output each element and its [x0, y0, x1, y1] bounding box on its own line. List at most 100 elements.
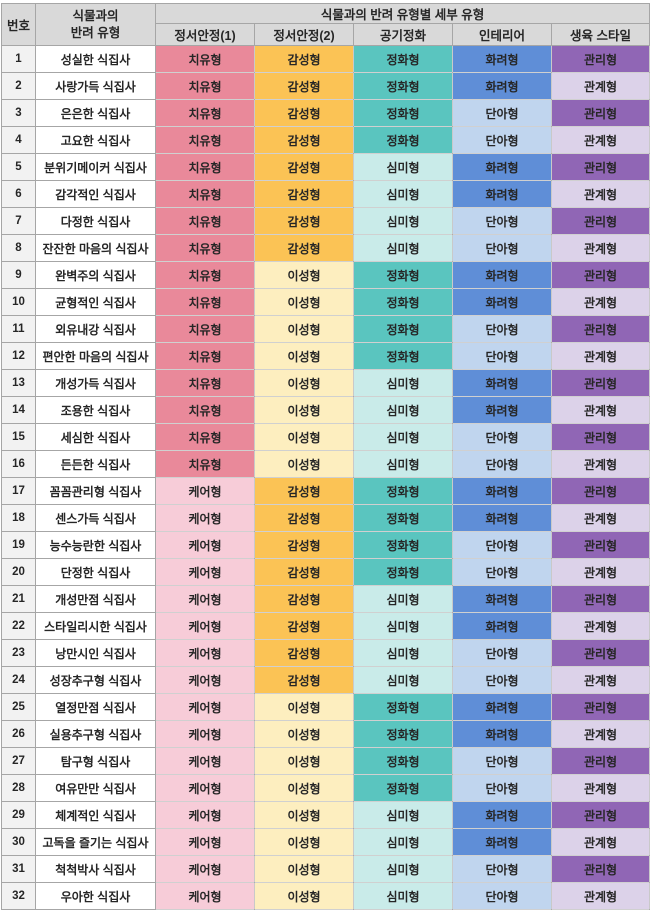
detail-type-cell: 심미형	[353, 234, 453, 262]
row-number-cell: 22	[1, 612, 36, 640]
detail-type-cell: 감성형	[254, 72, 354, 100]
detail-type-cell: 감성형	[254, 234, 354, 262]
header-companion-type: 식물과의 반려 유형	[35, 3, 156, 46]
table-row: 13 개성가득 식집사 치유형 이성형 심미형 화려형 관리형	[1, 369, 650, 397]
detail-type-cell: 감성형	[254, 612, 354, 640]
detail-type-cell: 감성형	[254, 153, 354, 181]
companion-type-name-cell: 열정만점 식집사	[35, 693, 156, 721]
table-row: 32 우아한 식집사 케어형 이성형 심미형 단아형 관계형	[1, 882, 650, 910]
detail-type-cell: 정화형	[353, 558, 453, 586]
row-number-cell: 9	[1, 261, 36, 289]
detail-type-cell: 이성형	[254, 261, 354, 289]
row-number-cell: 13	[1, 369, 36, 397]
detail-type-cell: 케어형	[155, 585, 255, 613]
detail-type-cell: 관계형	[550, 882, 650, 910]
detail-type-cell: 화려형	[452, 504, 552, 532]
detail-type-cell: 화려형	[452, 720, 552, 748]
companion-type-name-cell: 체계적인 식집사	[35, 801, 156, 829]
detail-type-cell: 관계형	[550, 612, 650, 640]
table-body: 1 성실한 식집사 치유형 감성형 정화형 화려형 관리형 2 사랑가득 식집사 치유형 감성형 정화…	[1, 45, 650, 910]
detail-type-cell: 관계형	[550, 774, 650, 802]
detail-type-cell: 치유형	[155, 315, 255, 343]
subheader-emotion2: 정서안정(2)	[254, 23, 354, 46]
detail-type-cell: 단아형	[452, 126, 552, 154]
detail-type-cell: 치유형	[155, 207, 255, 235]
detail-type-cell: 이성형	[254, 855, 354, 883]
detail-type-cell: 화려형	[452, 693, 552, 721]
companion-type-name-cell: 고독을 즐기는 식집사	[35, 828, 156, 856]
companion-type-name-cell: 조용한 식집사	[35, 396, 156, 424]
detail-type-cell: 화려형	[452, 585, 552, 613]
detail-type-cell: 정화형	[353, 693, 453, 721]
detail-type-cell: 관계형	[550, 72, 650, 100]
detail-type-cell: 관리형	[550, 801, 650, 829]
detail-type-cell: 관계형	[550, 180, 650, 208]
detail-type-cell: 단아형	[452, 342, 552, 370]
detail-type-cell: 이성형	[254, 288, 354, 316]
table-row: 24 성장추구형 식집사 케어형 감성형 심미형 단아형 관계형	[1, 666, 650, 694]
detail-type-cell: 케어형	[155, 747, 255, 775]
row-number-cell: 23	[1, 639, 36, 667]
table-row: 30 고독을 즐기는 식집사 케어형 이성형 심미형 화려형 관계형	[1, 828, 650, 856]
detail-type-cell: 관리형	[550, 531, 650, 559]
detail-type-cell: 감성형	[254, 45, 354, 73]
table-row: 10 균형적인 식집사 치유형 이성형 정화형 화려형 관계형	[1, 288, 650, 316]
subheader-emotion1: 정서안정(1)	[155, 23, 255, 46]
detail-type-cell: 케어형	[155, 693, 255, 721]
row-number-cell: 5	[1, 153, 36, 181]
detail-type-cell: 심미형	[353, 882, 453, 910]
detail-type-cell: 정화형	[353, 720, 453, 748]
detail-type-cell: 케어형	[155, 531, 255, 559]
row-number-cell: 3	[1, 99, 36, 127]
detail-type-cell: 케어형	[155, 477, 255, 505]
detail-type-cell: 치유형	[155, 288, 255, 316]
detail-type-cell: 화려형	[452, 612, 552, 640]
companion-type-name-cell: 개성만점 식집사	[35, 585, 156, 613]
detail-type-cell: 단아형	[452, 747, 552, 775]
detail-type-cell: 케어형	[155, 504, 255, 532]
table-row: 17 꼼꼼관리형 식집사 케어형 감성형 정화형 화려형 관리형	[1, 477, 650, 505]
detail-type-cell: 이성형	[254, 747, 354, 775]
detail-type-cell: 이성형	[254, 450, 354, 478]
detail-type-cell: 심미형	[353, 423, 453, 451]
detail-type-cell: 심미형	[353, 585, 453, 613]
detail-type-cell: 정화형	[353, 504, 453, 532]
table-row: 9 완벽주의 식집사 치유형 이성형 정화형 화려형 관리형	[1, 261, 650, 289]
detail-type-cell: 감성형	[254, 126, 354, 154]
detail-type-cell: 관리형	[550, 585, 650, 613]
detail-type-cell: 화려형	[452, 72, 552, 100]
detail-type-cell: 관리형	[550, 153, 650, 181]
detail-type-cell: 감성형	[254, 558, 354, 586]
table-row: 26 실용추구형 식집사 케어형 이성형 정화형 화려형 관계형	[1, 720, 650, 748]
detail-type-cell: 화려형	[452, 801, 552, 829]
detail-type-cell: 정화형	[353, 288, 453, 316]
detail-type-cell: 관계형	[550, 504, 650, 532]
row-number-cell: 25	[1, 693, 36, 721]
row-number-cell: 12	[1, 342, 36, 370]
companion-type-name-cell: 낭만시인 식집사	[35, 639, 156, 667]
subheader-interior: 인테리어	[452, 23, 552, 46]
detail-type-cell: 정화형	[353, 315, 453, 343]
detail-type-cell: 화려형	[452, 261, 552, 289]
table-row: 1 성실한 식집사 치유형 감성형 정화형 화려형 관리형	[1, 45, 650, 73]
detail-type-cell: 관계형	[550, 828, 650, 856]
detail-type-cell: 치유형	[155, 450, 255, 478]
detail-type-cell: 관리형	[550, 747, 650, 775]
table-row: 31 척척박사 식집사 케어형 이성형 심미형 단아형 관리형	[1, 855, 650, 883]
companion-type-name-cell: 우아한 식집사	[35, 882, 156, 910]
table-row: 12 편안한 마음의 식집사 치유형 이성형 정화형 단아형 관계형	[1, 342, 650, 370]
detail-type-cell: 감성형	[254, 639, 354, 667]
row-number-cell: 24	[1, 666, 36, 694]
subheader-row: 정서안정(1) 정서안정(2) 공기정화 인테리어 생육 스타일	[2, 23, 650, 46]
detail-type-cell: 치유형	[155, 396, 255, 424]
row-number-cell: 29	[1, 801, 36, 829]
detail-type-cell: 화려형	[452, 45, 552, 73]
table-row: 11 외유내강 식집사 치유형 이성형 정화형 단아형 관리형	[1, 315, 650, 343]
companion-type-name-cell: 센스가득 식집사	[35, 504, 156, 532]
detail-type-cell: 이성형	[254, 774, 354, 802]
row-number-cell: 7	[1, 207, 36, 235]
detail-type-cell: 화려형	[452, 369, 552, 397]
table-row: 8 잔잔한 마음의 식집사 치유형 감성형 심미형 단아형 관계형	[1, 234, 650, 262]
detail-type-cell: 관계형	[550, 288, 650, 316]
detail-type-cell: 심미형	[353, 612, 453, 640]
